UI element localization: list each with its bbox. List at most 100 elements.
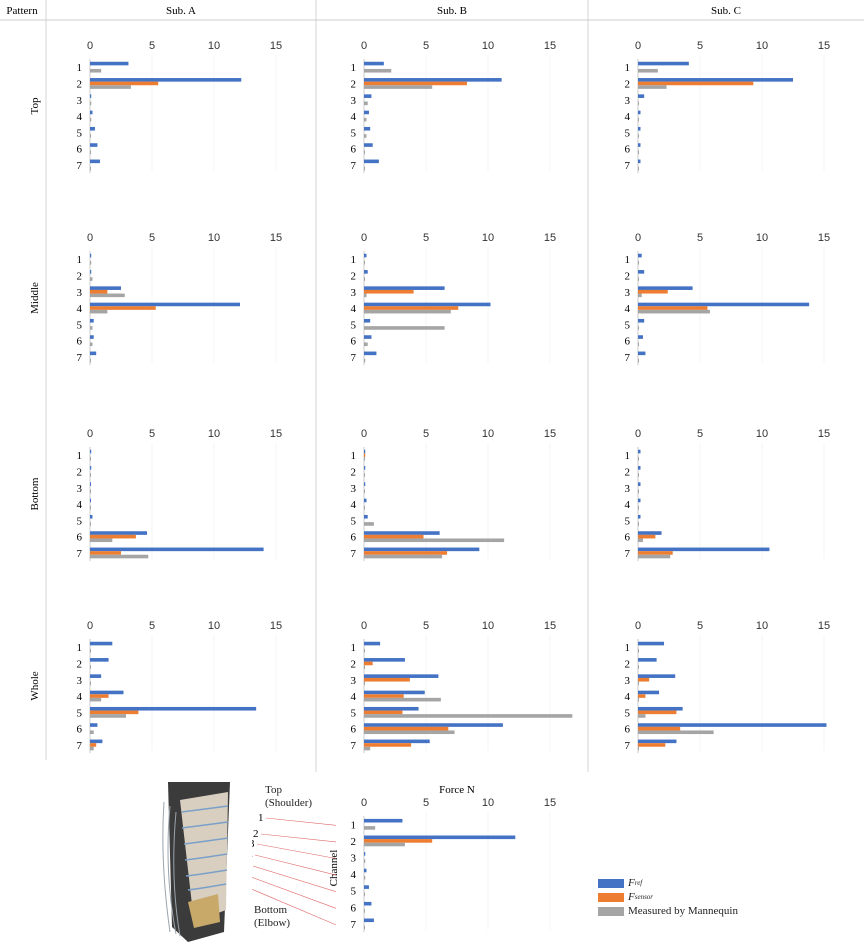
- x-tick-label: 0: [87, 232, 93, 244]
- bar-f-sensor: [638, 81, 754, 86]
- channel-label: 4: [351, 691, 357, 703]
- channel-label: 6: [351, 724, 357, 736]
- channel-label: 5: [351, 886, 357, 898]
- panel-middle-subc: 0 5 10 15 1 2 3 4 5 6 7: [625, 232, 830, 366]
- channel-label: 2: [351, 658, 357, 670]
- x-tick-label: 5: [423, 428, 429, 440]
- header-pattern-label: Pattern: [6, 5, 38, 17]
- bar-f-ref: [638, 658, 657, 662]
- channel-label: 4: [351, 303, 357, 315]
- panel-top-subc: 0 5 10 15 1 2 3 4 5 6 7: [625, 40, 830, 174]
- channel-label: 2: [625, 466, 631, 478]
- channel-leader-line: [256, 843, 337, 859]
- channel-label: 7: [351, 352, 357, 364]
- channel-label: 6: [351, 144, 357, 156]
- bar-f-sensor: [364, 710, 403, 715]
- channel-label: 5: [77, 127, 83, 139]
- bar-mannequin: [364, 925, 365, 930]
- panel-example-example: 0 5 10 15 1 2 3 4 5 6 7: [351, 797, 556, 933]
- bar-f-ref: [364, 143, 373, 147]
- channel-label: 7: [625, 740, 631, 752]
- channel-label: 4: [77, 691, 83, 703]
- x-tick-label: 10: [482, 40, 494, 52]
- bar-mannequin: [364, 150, 365, 155]
- bar-f-sensor: [638, 306, 708, 310]
- bar-f-ref: [364, 351, 377, 356]
- bar-mannequin: [90, 554, 149, 559]
- panel-middle-suba: 0 5 10 15 1 2 3 4 5 6 7: [77, 232, 282, 366]
- bar-f-sensor: [364, 743, 412, 747]
- channel-label: 7: [77, 160, 83, 172]
- x-tick-label: 5: [697, 40, 703, 52]
- bar-f-sensor: [638, 710, 677, 715]
- bar-f-ref: [364, 835, 516, 840]
- bar-mannequin: [90, 746, 94, 751]
- x-tick-label: 0: [635, 232, 641, 244]
- bar-f-sensor: [638, 726, 681, 731]
- bar-f-sensor: [364, 839, 433, 843]
- x-tick-label: 15: [544, 232, 556, 244]
- bar-f-ref: [638, 253, 642, 258]
- x-tick-label: 0: [361, 232, 367, 244]
- channel-label: 2: [351, 466, 357, 478]
- channel-label: 6: [77, 532, 83, 544]
- channel-label: 3: [77, 675, 83, 687]
- bar-f-ref: [90, 674, 102, 678]
- legend-item-mannequin: Measured by Mannequin: [598, 904, 738, 918]
- bar-mannequin: [364, 826, 376, 830]
- x-tick-label: 15: [544, 797, 556, 809]
- example-bottom-caption: Bottom (Elbow): [254, 904, 290, 930]
- bar-f-sensor: [638, 551, 673, 555]
- panel-bottom-suba: 0 5 10 15 1 2 3 4 5 6 7: [77, 428, 282, 562]
- bar-mannequin: [364, 277, 365, 281]
- bar-mannequin: [364, 489, 365, 494]
- bar-mannequin: [90, 85, 131, 89]
- bar-f-ref: [90, 126, 95, 131]
- bar-f-ref: [638, 94, 645, 98]
- panel-top-suba: 0 5 10 15 1 2 3 4 5 6 7: [77, 40, 282, 174]
- bar-mannequin: [364, 522, 374, 526]
- x-tick-label: 15: [818, 620, 830, 632]
- header-subject-1: Sub. A: [166, 5, 196, 17]
- channel-leader-line: [248, 887, 337, 926]
- channel-label: 7: [625, 352, 631, 364]
- row-label-bottom: Bottom: [29, 477, 41, 510]
- bar-mannequin: [638, 456, 639, 461]
- photo-channel-label: 2: [253, 828, 259, 840]
- x-tick-label: 5: [423, 232, 429, 244]
- x-tick-label: 5: [149, 40, 155, 52]
- bar-f-ref: [364, 868, 367, 873]
- bar-mannequin: [364, 326, 445, 330]
- bar-mannequin: [638, 166, 639, 171]
- bar-mannequin: [638, 538, 643, 543]
- bar-mannequin: [638, 648, 639, 653]
- channel-label: 1: [625, 254, 631, 266]
- x-tick-label: 5: [423, 620, 429, 632]
- bar-f-ref: [638, 351, 646, 356]
- bar-mannequin: [364, 538, 505, 543]
- bar-f-ref: [90, 449, 92, 454]
- bar-f-ref: [364, 723, 503, 727]
- bar-mannequin: [638, 665, 639, 669]
- channel-label: 2: [351, 78, 357, 90]
- bar-mannequin: [90, 473, 91, 477]
- channel-label: 3: [77, 95, 83, 107]
- bar-f-sensor: [364, 661, 373, 666]
- channel-label: 4: [625, 111, 631, 123]
- bar-f-ref: [364, 302, 491, 307]
- bar-mannequin: [638, 134, 639, 138]
- bar-f-ref: [638, 270, 645, 274]
- bar-mannequin: [364, 697, 441, 702]
- x-tick-label: 15: [544, 620, 556, 632]
- x-tick-label: 5: [697, 428, 703, 440]
- bar-f-ref: [90, 318, 94, 323]
- channel-label: 6: [625, 724, 631, 736]
- channel-label: 1: [351, 642, 357, 654]
- bar-mannequin: [364, 842, 405, 847]
- header-subject-3: Sub. C: [711, 5, 741, 17]
- bar-mannequin: [638, 697, 639, 702]
- panel-bottom-subb: 0 5 10 15 1 2 3 4 5 6 7: [351, 428, 556, 562]
- bar-mannequin: [364, 665, 365, 669]
